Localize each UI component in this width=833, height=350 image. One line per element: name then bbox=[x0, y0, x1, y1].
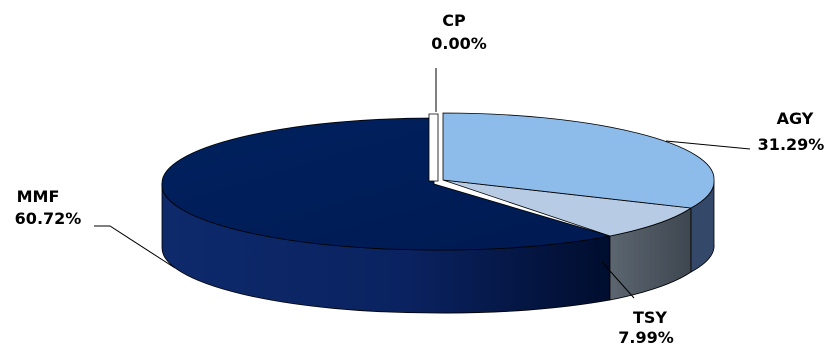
leader-mmf bbox=[94, 225, 176, 269]
slice-agy-top bbox=[442, 112, 715, 209]
slice-mmf bbox=[161, 117, 611, 314]
leader-agy bbox=[665, 140, 751, 150]
slice-agy bbox=[442, 112, 715, 273]
label-agy-name: AGY bbox=[777, 109, 814, 128]
label-cp-pct: 0.00% bbox=[431, 34, 487, 53]
label-mmf-pct: 60.72% bbox=[15, 209, 82, 228]
slice-mmf-top bbox=[161, 117, 611, 251]
slice-tsy-top bbox=[442, 179, 693, 237]
label-mmf-name: MMF bbox=[17, 187, 60, 206]
label-cp-name: CP bbox=[442, 11, 466, 30]
label-tsy-pct: 7.99% bbox=[618, 328, 674, 347]
slice-cp-top bbox=[428, 113, 439, 182]
slice-cp bbox=[428, 113, 439, 182]
slice-tsy bbox=[442, 179, 693, 301]
label-tsy-name: TSY bbox=[633, 308, 667, 327]
label-agy-pct: 31.29% bbox=[758, 135, 825, 154]
leader-tsy bbox=[601, 261, 635, 299]
